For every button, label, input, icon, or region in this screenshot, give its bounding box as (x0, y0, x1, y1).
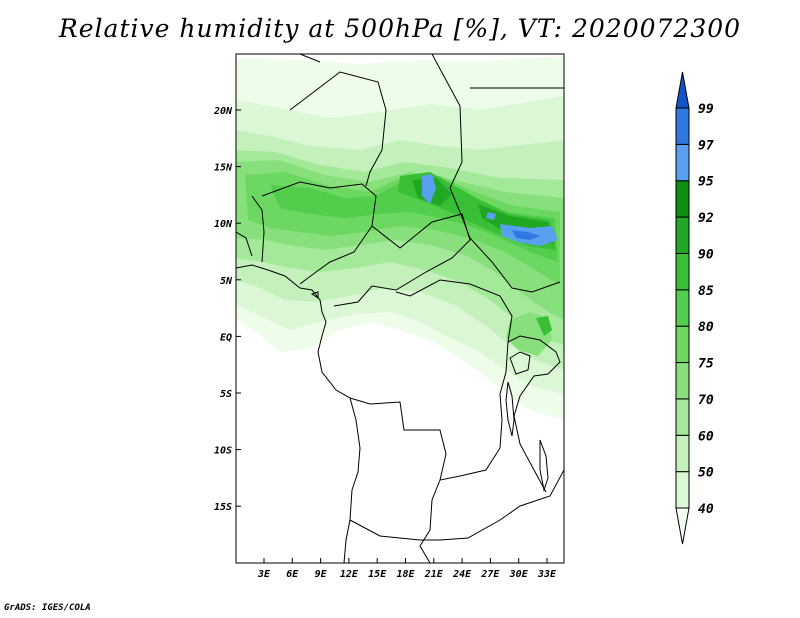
colorbar-cell (675, 252, 690, 291)
lat-label: EQ (220, 332, 232, 343)
colorbar: 40 50 60 70 75 80 85 90 92 95 97 99 (675, 71, 714, 545)
colorbar-label: 99 (698, 102, 714, 117)
lon-label: 27E (480, 569, 500, 580)
lat-label: 10N (214, 219, 233, 230)
colorbar-label: 50 (698, 466, 714, 481)
colorbar-label: 60 (698, 429, 714, 444)
lat-label: 10S (214, 446, 232, 457)
colorbar-cell (675, 71, 690, 109)
lon-label: 33E (537, 569, 557, 580)
map-frame (235, 53, 565, 564)
lake-malawi (539, 439, 549, 492)
longitude-axis: 3E 6E 9E 12E 15E 18E 21E 24E 27E 30E 33E (257, 558, 557, 580)
colorbar-cell (675, 289, 690, 327)
lake-victoria (509, 351, 531, 375)
border-drc (395, 279, 513, 563)
lon-label: 30E (509, 569, 529, 580)
border-southern (349, 469, 564, 541)
lon-label: 21E (424, 569, 444, 580)
lake-tanganyika (505, 381, 515, 437)
lon-label: 9E (315, 569, 328, 580)
colorbar-cell (675, 107, 690, 145)
colorbar-cell (675, 434, 690, 473)
border-nigeria (261, 181, 377, 285)
lon-label: 3E (257, 569, 271, 580)
lon-label: 18E (396, 569, 415, 580)
rh-97-region (512, 230, 540, 240)
lat-label: 5S (220, 389, 232, 400)
lon-label: 12E (340, 569, 359, 580)
colorbar-label: 80 (698, 320, 714, 335)
latitude-axis: 20N 15N 10N 5N EQ 5S 10S 15S (213, 106, 241, 513)
colorbar-cell (675, 143, 690, 182)
grads-credit: GrADS: IGES/COLA (4, 603, 91, 613)
rh-se-core (536, 316, 552, 336)
colorbar-label: 95 (698, 175, 714, 190)
border-east (507, 335, 561, 493)
colorbar-cell (675, 325, 690, 364)
colorbar-cell (675, 471, 690, 509)
colorbar-label: 40 (698, 502, 714, 517)
lat-label: 15S (214, 502, 232, 513)
lon-label: 15E (368, 569, 387, 580)
lon-label: 24E (452, 569, 472, 580)
country-boundaries (236, 54, 564, 563)
colorbar-cell (675, 216, 690, 254)
colorbar-label: 70 (698, 393, 714, 408)
border-sahara-north (289, 71, 387, 187)
colorbar-label: 97 (698, 138, 714, 153)
colorbar-cell (675, 362, 690, 400)
humidity-field (236, 56, 564, 420)
lon-label: 6E (286, 569, 299, 580)
border-central-africa (333, 213, 471, 307)
colorbar-cell (675, 180, 690, 218)
border-west-small (236, 195, 265, 263)
colorbar-cell (675, 507, 690, 545)
island-bioko (310, 291, 319, 299)
colorbar-label: 90 (698, 247, 714, 262)
coastline-west-africa (236, 264, 361, 563)
colorbar-label: 75 (698, 357, 714, 372)
lat-label: 5N (220, 276, 233, 287)
map-title: Relative humidity at 500hPa [%], VT: 202… (58, 14, 742, 43)
colorbar-cell (675, 398, 690, 436)
lat-label: 15N (214, 163, 233, 174)
colorbar-label: 85 (698, 284, 714, 299)
border-north-desert (299, 54, 564, 89)
rh-85-region (270, 180, 558, 262)
lat-label: 20N (213, 106, 233, 117)
colorbar-label: 92 (698, 211, 714, 226)
border-angola (349, 397, 447, 481)
rh-95-region (422, 174, 558, 246)
